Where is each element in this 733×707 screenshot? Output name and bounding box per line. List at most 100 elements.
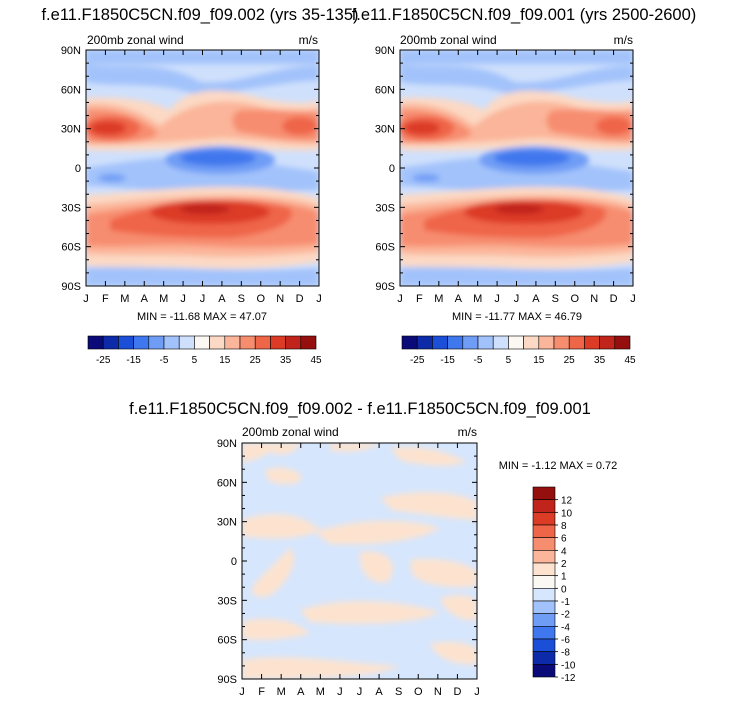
colorbar-swatch <box>532 638 556 652</box>
colorbar-swatch <box>270 335 286 350</box>
colorbar-swatch <box>599 335 616 350</box>
panel-1-variable-label: 200mb zonal wind <box>87 33 184 47</box>
colorbar-label: 2 <box>561 559 567 570</box>
colorbar-swatch <box>532 499 556 513</box>
colorbar-swatch <box>538 335 555 350</box>
colorbar-label: -15 <box>440 355 455 366</box>
x-tick-label: J <box>494 293 500 305</box>
x-tick-label: M <box>434 293 443 305</box>
colorbar-label: -12 <box>561 673 576 684</box>
y-tick-label: 0 <box>389 163 395 175</box>
x-tick-label: A <box>455 293 463 305</box>
x-tick-label: J <box>514 293 520 305</box>
colorbar-label: -25 <box>96 355 111 366</box>
x-tick-label: S <box>238 293 245 305</box>
x-tick-label: F <box>258 686 265 698</box>
x-tick-label: F <box>102 293 109 305</box>
panel-2-colorbar: -25 -15 -5 5 15 25 35 45 <box>401 335 636 366</box>
y-tick-label: 60S <box>217 635 237 647</box>
colorbar-label: 35 <box>280 355 292 366</box>
y-tick-label: 90N <box>217 438 237 450</box>
colorbar-swatch <box>508 335 524 350</box>
colorbar-swatch <box>285 335 302 350</box>
y-tick-label: 30S <box>217 595 237 607</box>
colorbar-swatch <box>416 335 433 350</box>
x-tick-label: M <box>277 686 286 698</box>
colorbar-swatch <box>254 335 271 350</box>
colorbar-swatch <box>118 335 134 350</box>
colorbar-label: 5 <box>192 355 198 366</box>
colorbar-label: -4 <box>561 622 570 633</box>
y-tick-label: 60S <box>61 242 81 254</box>
colorbar-label: 10 <box>561 508 573 519</box>
colorbar-swatch <box>532 550 556 564</box>
colorbar-label: 35 <box>594 355 606 366</box>
colorbar-label: 4 <box>561 546 567 557</box>
panel-3-units-label: m/s <box>458 425 477 439</box>
panel-2-min-max: MIN = -11.77 MAX = 46.79 <box>452 311 582 323</box>
colorbar-swatch <box>447 335 464 350</box>
panel-3-title: f.e11.F1850C5CN.f09_f09.002 - f.e11.F185… <box>129 400 591 418</box>
panel-3-variable-label: 200mb zonal wind <box>242 425 339 439</box>
x-tick-label: A <box>141 293 149 305</box>
panel-2-title: f.e11.F1850C5CN.f09_f09.001 (yrs 2500-26… <box>352 6 697 24</box>
y-tick-label: 30N <box>61 124 81 136</box>
colorbar-swatch <box>532 626 556 640</box>
colorbar-label: 45 <box>624 355 636 366</box>
x-tick-label: J <box>316 293 322 305</box>
colorbar-swatch <box>532 613 556 627</box>
colorbar-label: -5 <box>474 355 483 366</box>
colorbar-swatch <box>532 575 556 589</box>
x-tick-label: A <box>375 686 383 698</box>
colorbar-swatch <box>87 335 104 350</box>
x-tick-label: M <box>120 293 129 305</box>
x-tick-label: M <box>473 293 482 305</box>
colorbar-label: -8 <box>561 648 570 659</box>
colorbar-swatch <box>148 335 165 350</box>
y-tick-label: 90S <box>217 674 237 686</box>
colorbar-swatch <box>532 664 556 678</box>
y-tick-label: 90S <box>375 281 395 293</box>
y-tick-label: 30N <box>375 124 395 136</box>
y-tick-label: 90N <box>61 45 81 57</box>
y-tick-label: 60N <box>61 84 81 96</box>
colorbar-swatch <box>102 335 119 350</box>
colorbar-label: 0 <box>561 584 567 595</box>
colorbar-label: 1 <box>561 572 567 583</box>
x-tick-label: J <box>337 686 343 698</box>
x-tick-label: J <box>630 293 636 305</box>
panel-1-contours <box>86 50 319 286</box>
y-tick-label: 90N <box>375 45 395 57</box>
x-tick-label: J <box>239 686 245 698</box>
colorbar-label: 25 <box>250 355 262 366</box>
colorbar-label: 45 <box>310 355 322 366</box>
y-tick-label: 60N <box>375 84 395 96</box>
x-tick-label: J <box>200 293 206 305</box>
panel-1-title: f.e11.F1850C5CN.f09_f09.002 (yrs 35-135) <box>41 6 358 24</box>
panel-1-colorbar: -25 -15 -5 5 15 25 35 45 <box>87 335 322 366</box>
colorbar-swatch <box>532 588 556 602</box>
colorbar-swatch <box>532 600 556 614</box>
x-tick-label: S <box>395 686 402 698</box>
colorbar-swatch <box>178 335 195 350</box>
x-tick-label: D <box>453 686 461 698</box>
colorbar-swatch <box>614 335 631 350</box>
colorbar-swatch <box>523 335 540 350</box>
x-tick-label: S <box>552 293 559 305</box>
colorbar-swatch <box>532 651 556 665</box>
y-tick-label: 30S <box>61 202 81 214</box>
colorbar-swatch <box>239 335 256 350</box>
panel-3-contours <box>242 443 477 679</box>
x-tick-label: J <box>397 293 403 305</box>
x-tick-label: F <box>416 293 423 305</box>
x-tick-label: D <box>610 293 618 305</box>
panel-2: f.e11.F1850C5CN.f09_f09.001 (yrs 2500-26… <box>352 6 697 366</box>
x-tick-label: M <box>316 686 325 698</box>
colorbar-swatch <box>553 335 570 350</box>
